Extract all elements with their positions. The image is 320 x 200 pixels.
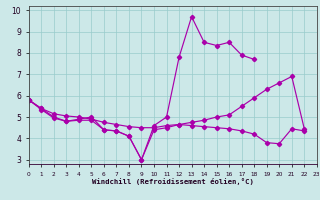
X-axis label: Windchill (Refroidissement éolien,°C): Windchill (Refroidissement éolien,°C) xyxy=(92,178,254,185)
